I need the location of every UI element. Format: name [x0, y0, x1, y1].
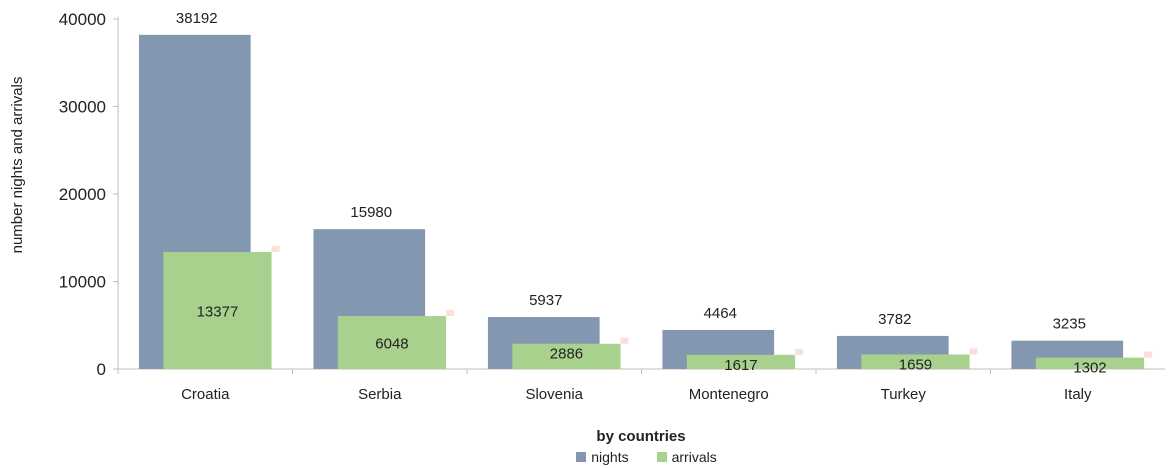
y-axis-title: number nights and arrivals — [9, 77, 26, 254]
bar-arrivals-shadow — [446, 310, 455, 317]
bar-arrivals-shadow — [795, 348, 804, 355]
data-label-nights: 3235 — [1053, 316, 1086, 333]
x-tick-label: Italy — [1064, 386, 1092, 403]
y-tick-label: 30000 — [59, 98, 106, 117]
bar-arrivals — [1035, 357, 1145, 369]
data-label-arrivals: 6048 — [375, 336, 408, 353]
x-tick-label: Slovenia — [525, 386, 583, 403]
data-label-arrivals: 1659 — [899, 356, 932, 373]
legend-swatch-arrivals — [656, 452, 667, 462]
bar-arrivals-shadow — [620, 337, 629, 344]
axes: 0 10000 20000 30000 40000 Croatia Serbia Sloven… — [59, 10, 1165, 403]
data-label-nights: 3782 — [878, 311, 911, 328]
y-tick-label: 0 — [97, 360, 106, 379]
legend-swatch-nights — [576, 452, 587, 462]
x-tick-label: Croatia — [181, 386, 230, 403]
legend-label-arrivals: arrivals — [671, 449, 717, 465]
bars — [138, 34, 1153, 369]
legend-label-nights: nights — [591, 449, 629, 465]
data-label-arrivals: 1617 — [724, 357, 757, 374]
bar-arrivals — [512, 343, 621, 369]
legend: nights arrivals — [0, 449, 1173, 465]
bar-arrivals — [686, 354, 796, 369]
data-label-arrivals: 1302 — [1073, 360, 1106, 377]
bar-arrivals-shadow — [271, 245, 280, 252]
bar-arrivals — [861, 354, 970, 369]
data-label-arrivals: 13377 — [197, 303, 239, 320]
bar-arrivals-shadow — [1144, 351, 1153, 358]
y-tick-label: 20000 — [59, 185, 106, 204]
legend-item-nights: nights — [576, 449, 629, 465]
x-tick-label: Turkey — [881, 386, 927, 403]
data-label-nights: 15980 — [350, 204, 392, 221]
bar-arrivals — [337, 316, 447, 369]
bar-arrivals-shadow — [969, 348, 978, 355]
x-axis-title: by countries — [596, 428, 685, 445]
y-tick-label: 10000 — [59, 273, 106, 292]
data-labels: 38192 13377 15980 6048 5937 2886 4464 1617 3782 1… — [176, 10, 1107, 377]
data-label-nights: 38192 — [176, 10, 218, 27]
bar-arrivals — [163, 251, 272, 369]
data-label-arrivals: 2886 — [550, 346, 583, 363]
data-label-nights: 5937 — [529, 292, 562, 309]
data-label-nights: 4464 — [704, 305, 737, 322]
legend-item-arrivals: arrivals — [656, 449, 717, 465]
x-tick-label: Serbia — [358, 386, 402, 403]
x-tick-label: Montenegro — [689, 386, 769, 403]
y-tick-label: 40000 — [59, 10, 106, 29]
